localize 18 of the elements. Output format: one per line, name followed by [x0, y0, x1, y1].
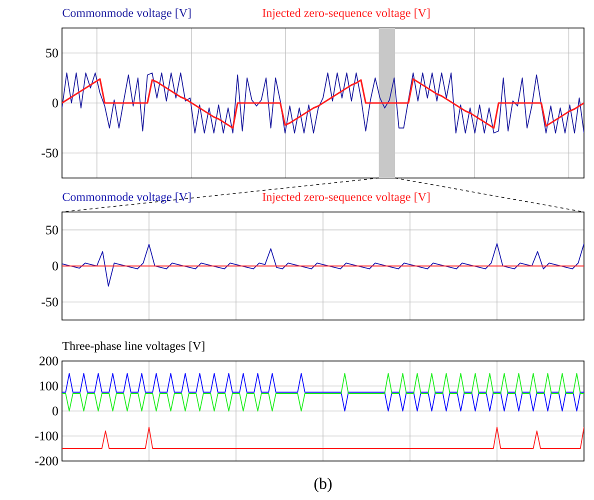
y-tick-label: 200: [40, 356, 58, 366]
text: (b): [314, 478, 332, 492]
y-tick-label: 0: [52, 262, 58, 270]
y-tick-label: 0: [52, 406, 58, 416]
text: Injected zero-sequence voltage [V]: [262, 8, 430, 20]
y-tick-label: 0: [52, 98, 58, 108]
line-series: [62, 72, 584, 134]
y-tick-label: 50: [46, 48, 58, 58]
y-tick-label: -100: [35, 432, 58, 440]
y-tick-label: 50: [46, 226, 58, 234]
y-tick-label: -50: [42, 298, 58, 306]
text: Injected zero-sequence voltage [V]: [262, 192, 430, 204]
chart-title: Three-phase line voltages [V]: [62, 342, 204, 352]
y-tick-label: -50: [42, 148, 58, 158]
y-tick-label: -200: [35, 456, 58, 466]
text: Commonmode voltage [V]: [62, 8, 191, 20]
y-tick-label: 100: [40, 382, 58, 390]
text: Commonmode voltage [V]: [62, 192, 191, 204]
